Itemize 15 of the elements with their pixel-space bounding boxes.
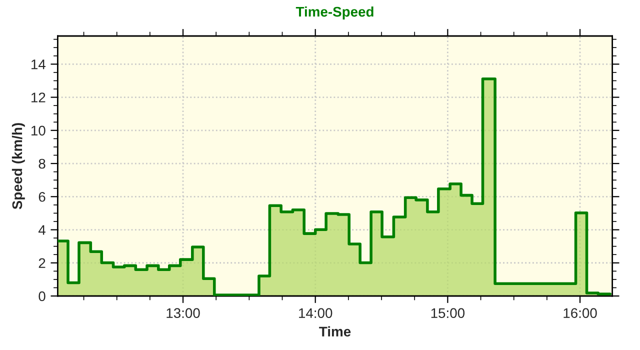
x-tick-label: 13:00 bbox=[166, 308, 200, 318]
chart-title: Time-Speed bbox=[296, 6, 374, 20]
x-tick-label: 15:00 bbox=[431, 308, 465, 318]
y-tick-label: 14 bbox=[32, 60, 46, 70]
y-tick-label: 4 bbox=[38, 225, 46, 235]
y-tick-label: 10 bbox=[32, 126, 46, 136]
y-tick-label: 0 bbox=[38, 291, 46, 302]
y-tick-label: 2 bbox=[38, 258, 46, 268]
y-tick-label: 12 bbox=[32, 92, 46, 102]
x-axis-title: Time bbox=[319, 326, 351, 337]
y-tick-label: 6 bbox=[38, 192, 46, 202]
x-tick-label: 14:00 bbox=[299, 308, 332, 318]
x-tick-label: 16:00 bbox=[564, 308, 597, 318]
y-tick-label: 8 bbox=[38, 158, 46, 169]
y-axis-title: Speed (km/h) bbox=[12, 123, 25, 210]
